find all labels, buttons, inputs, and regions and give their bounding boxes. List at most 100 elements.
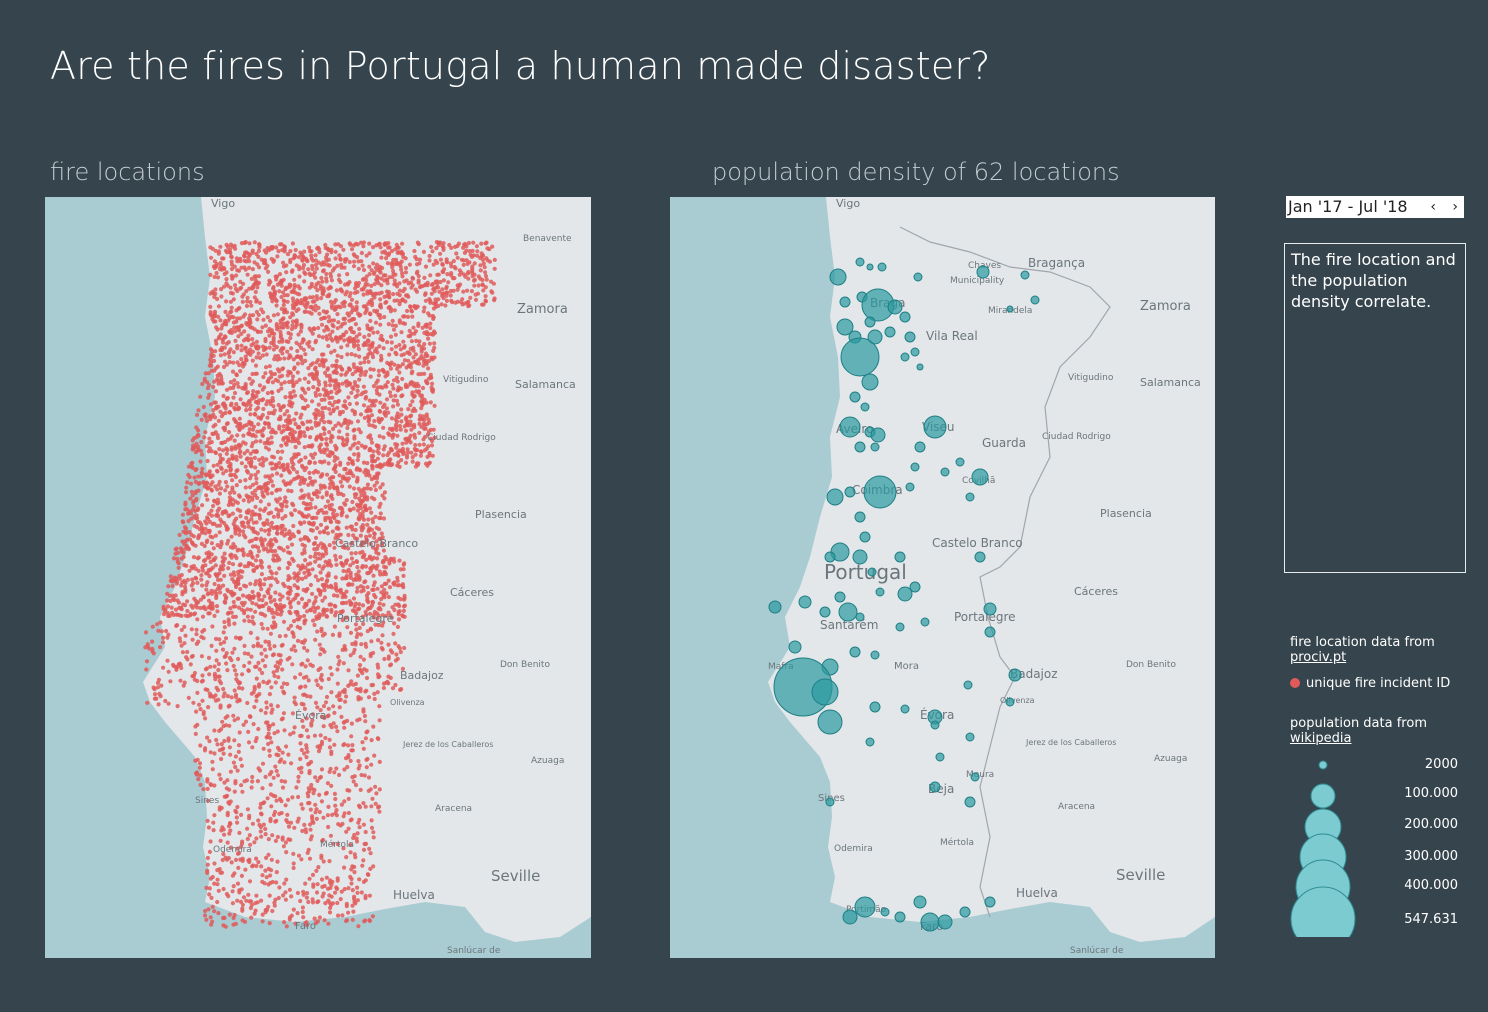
fire-incident-dot — [401, 567, 406, 572]
fire-incident-dot — [230, 276, 235, 281]
fire-incident-dot — [357, 877, 362, 882]
fire-incident-dot — [349, 748, 354, 753]
fire-incident-dot — [430, 381, 435, 386]
fire-incident-dot — [361, 621, 366, 627]
fire-incident-dot — [352, 344, 357, 349]
fire-incident-dot — [244, 778, 249, 783]
fire-incident-dot — [256, 860, 261, 865]
fire-incident-dot — [248, 607, 253, 612]
fire-incident-dot — [196, 777, 201, 782]
fire-incident-dot — [214, 685, 219, 690]
fire-incident-dot — [333, 256, 338, 261]
fire-incident-dot — [331, 721, 336, 726]
fire-incident-dot — [408, 380, 413, 385]
fire-incident-dot — [277, 369, 282, 374]
fire-incident-dot — [263, 774, 268, 780]
fire-incident-dot — [289, 623, 294, 628]
fire-incident-dot — [335, 900, 340, 906]
fire-incident-dot — [194, 627, 199, 632]
fire-incident-dot — [205, 497, 210, 502]
fire-incident-dot — [281, 424, 286, 429]
fire-incident-dot — [382, 656, 387, 662]
fire-incident-dot — [232, 591, 237, 596]
fire-incident-dot — [220, 256, 225, 261]
fire-incident-dot — [209, 508, 214, 513]
fire-incident-dot — [383, 413, 388, 418]
fire-incident-dot — [328, 833, 333, 838]
fire-incident-dot — [380, 541, 385, 546]
fire-incident-dot — [317, 775, 322, 780]
fire-incident-dot — [303, 881, 308, 886]
fire-incident-dot — [348, 291, 353, 296]
fire-incident-dot — [357, 377, 362, 382]
fire-incident-dot — [366, 417, 372, 422]
fire-incident-dot — [243, 354, 248, 359]
fire-incident-dot — [325, 525, 330, 530]
fire-incident-dot — [246, 892, 251, 897]
fire-incident-dot — [350, 743, 355, 748]
fire-incident-dot — [330, 529, 335, 534]
fire-incident-dot — [349, 247, 355, 252]
fire-incident-dot — [269, 804, 274, 809]
fire-incident-dot — [208, 694, 213, 699]
fire-incident-dot — [363, 467, 368, 472]
fire-incident-dot — [212, 783, 217, 788]
fire-incident-dot — [431, 262, 436, 267]
fire-incident-dot — [347, 401, 352, 407]
fire-incident-dot — [376, 638, 381, 643]
fire-incident-dot — [200, 381, 205, 387]
fire-incident-dot — [374, 388, 379, 393]
fire-incident-dot — [478, 276, 483, 281]
fire-incident-dot — [266, 591, 271, 596]
fire-incident-dot — [400, 666, 405, 671]
fire-incident-dot — [379, 333, 384, 338]
fire-locations-map[interactable]: Vigo Benavente Zamora Vitigudino Salaman… — [45, 197, 591, 958]
fire-incident-dot — [369, 477, 374, 482]
fire-incident-dot — [301, 495, 306, 500]
fire-incident-dot — [483, 270, 488, 275]
fire-incident-dot — [484, 240, 489, 245]
fire-incident-dot — [368, 866, 373, 872]
fire-incident-dot — [302, 706, 307, 711]
fire-incident-dot — [381, 435, 386, 440]
fire-incident-dot — [326, 286, 331, 291]
fire-incident-dot — [219, 326, 224, 331]
fire-incident-dot — [209, 643, 214, 648]
fire-incident-dot — [379, 353, 384, 358]
fire-incident-dot — [225, 840, 230, 845]
fire-incident-dot — [215, 275, 221, 280]
fire-incident-dot — [268, 646, 273, 651]
fire-incident-dot — [346, 910, 351, 915]
fire-incident-dot — [275, 729, 280, 734]
fire-incident-dot — [179, 583, 184, 588]
fire-incident-dot — [260, 873, 265, 878]
fire-incident-dot — [308, 582, 313, 588]
fire-incident-dot — [372, 535, 377, 540]
fire-incident-dot — [290, 289, 296, 294]
fire-incident-dot — [363, 389, 368, 394]
fire-incident-dot — [284, 499, 289, 504]
fire-incident-dot — [330, 403, 335, 408]
fire-incident-dot — [210, 919, 215, 924]
fire-incident-dot — [371, 367, 376, 372]
fire-incident-dot — [339, 288, 344, 293]
fire-incident-dot — [271, 670, 276, 675]
fire-incident-dot — [230, 650, 235, 655]
fire-incident-dot — [329, 250, 334, 255]
fire-incident-dot — [334, 724, 339, 730]
fire-incident-dot — [260, 919, 265, 924]
fire-incident-dot — [424, 412, 429, 417]
fire-incident-dot — [296, 853, 302, 858]
fire-incident-dot — [362, 334, 367, 339]
fire-incident-dot — [354, 627, 359, 632]
fire-incident-dot — [397, 370, 402, 375]
fire-incident-dot — [228, 828, 233, 833]
fire-incident-dot — [336, 654, 341, 659]
fire-incident-dot — [364, 557, 369, 562]
fire-incident-dot — [253, 472, 258, 477]
fire-incident-dot — [357, 825, 362, 830]
fire-incident-dot — [277, 339, 282, 344]
fire-incident-dot — [231, 713, 236, 718]
fire-incident-dot — [320, 884, 325, 890]
fire-incident-dot — [238, 562, 243, 567]
